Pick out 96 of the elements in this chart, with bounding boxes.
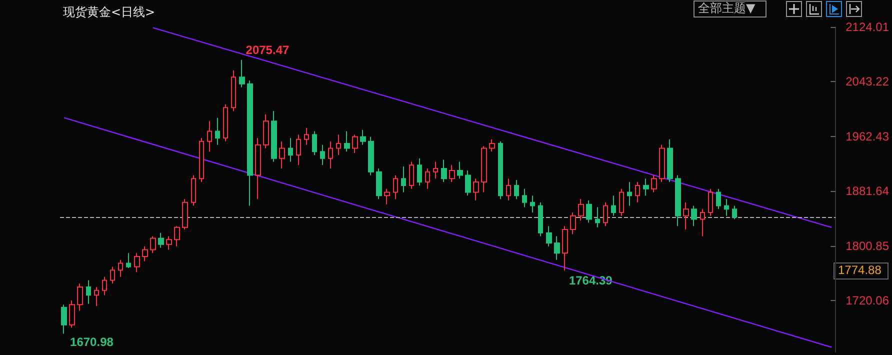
- candlestick: [441, 159, 447, 183]
- candlestick: [134, 252, 140, 273]
- candlestick: [239, 59, 245, 88]
- candlestick: [61, 304, 67, 334]
- annotation: 2075.47: [246, 42, 290, 57]
- candlestick: [627, 182, 632, 206]
- candlestick: [142, 246, 148, 262]
- y-tick-label: 1881.64: [846, 184, 890, 198]
- candlestick: [522, 188, 527, 208]
- candlestick: [247, 80, 253, 206]
- candlestick: [126, 252, 131, 269]
- candlestick: [288, 138, 293, 162]
- candlestick: [110, 266, 115, 284]
- candlestick: [465, 170, 471, 196]
- candlestick: [352, 134, 358, 154]
- candlestick: [570, 212, 576, 235]
- text: 1774.88: [838, 263, 882, 277]
- candlestick: [578, 198, 584, 222]
- chart-title: 现货黄金<日线>: [63, 5, 156, 19]
- candlestick: [611, 195, 616, 216]
- candlestick: [675, 174, 681, 227]
- candlestick: [320, 144, 325, 166]
- candlestick: [433, 161, 438, 180]
- candlestick: [69, 300, 75, 328]
- candlestick: [586, 200, 592, 224]
- candlestick: [384, 188, 390, 205]
- candlestick: [683, 202, 689, 230]
- candlestick: [191, 174, 196, 206]
- candlestick: [643, 178, 649, 196]
- candlestick: [215, 117, 220, 146]
- candlestick: [150, 236, 156, 254]
- candlestick: [279, 140, 285, 170]
- candlestick: [667, 138, 673, 183]
- candlestick: [732, 205, 737, 220]
- candlestick: [102, 276, 107, 296]
- candlestick: [700, 208, 705, 237]
- candlestick: [409, 161, 414, 190]
- candlestick: [659, 144, 665, 183]
- y-tick-label: 1800.85: [846, 238, 890, 253]
- candlestick: [635, 182, 640, 203]
- y-tick-label: 2043.22: [846, 74, 890, 89]
- candlestick: [538, 202, 543, 237]
- candlestick: [174, 226, 180, 247]
- candlestick: [207, 120, 212, 152]
- y-tick-label: 1720.06: [846, 294, 890, 308]
- candlestick: [473, 178, 479, 201]
- candlestick: [182, 198, 188, 230]
- candlestick: [77, 283, 83, 312]
- annotation: 1764.39: [568, 273, 613, 288]
- candlestick: [449, 164, 455, 183]
- candlestick: [595, 206, 600, 228]
- candlestick: [231, 70, 236, 112]
- candlestick: [94, 286, 99, 306]
- candlestick: [457, 161, 463, 180]
- candlestick: [263, 114, 269, 149]
- candlestick: [328, 140, 333, 170]
- text: 全部主题▼: [698, 1, 756, 15]
- candlestick: [530, 195, 535, 214]
- candlestick: [724, 198, 729, 216]
- candlestick: [708, 188, 713, 216]
- candlestick: [651, 174, 657, 193]
- candlestick: [376, 168, 382, 200]
- candlestick: [199, 138, 204, 183]
- candlestick: [619, 188, 624, 216]
- candlestick: [223, 104, 228, 142]
- candlestick: [417, 158, 422, 186]
- candlestick: [158, 232, 164, 248]
- annotation: 1670.98: [70, 335, 114, 349]
- candlestick: [498, 140, 503, 200]
- candlestick: [304, 127, 309, 146]
- candlestick: [296, 134, 301, 166]
- candlestick: [344, 130, 350, 152]
- candlestick: [401, 166, 406, 193]
- candlestick: [86, 280, 91, 304]
- candlestick: [336, 134, 341, 156]
- candlestick: [562, 226, 568, 271]
- candlestick: [603, 202, 608, 227]
- candlestick: [118, 259, 123, 278]
- candlestick: [691, 205, 697, 227]
- candlestick: [312, 130, 317, 156]
- candlestick: [368, 136, 374, 176]
- candlestick: [271, 110, 277, 162]
- y-tick-label: 2124.01: [846, 20, 890, 34]
- candlestick: [360, 129, 366, 146]
- candlestick: [554, 236, 560, 260]
- candlestick: [489, 138, 495, 152]
- candlestick: [546, 226, 552, 247]
- candlestick: [514, 180, 519, 200]
- candlestick: [425, 168, 430, 190]
- candlestick: [506, 178, 511, 201]
- candlestick: [481, 146, 487, 193]
- candlestick: [255, 138, 261, 200]
- candlestick: [393, 174, 398, 200]
- y-tick-label: 1962.43: [846, 129, 890, 144]
- candlestick: [716, 188, 721, 210]
- candlestick: [166, 236, 172, 250]
